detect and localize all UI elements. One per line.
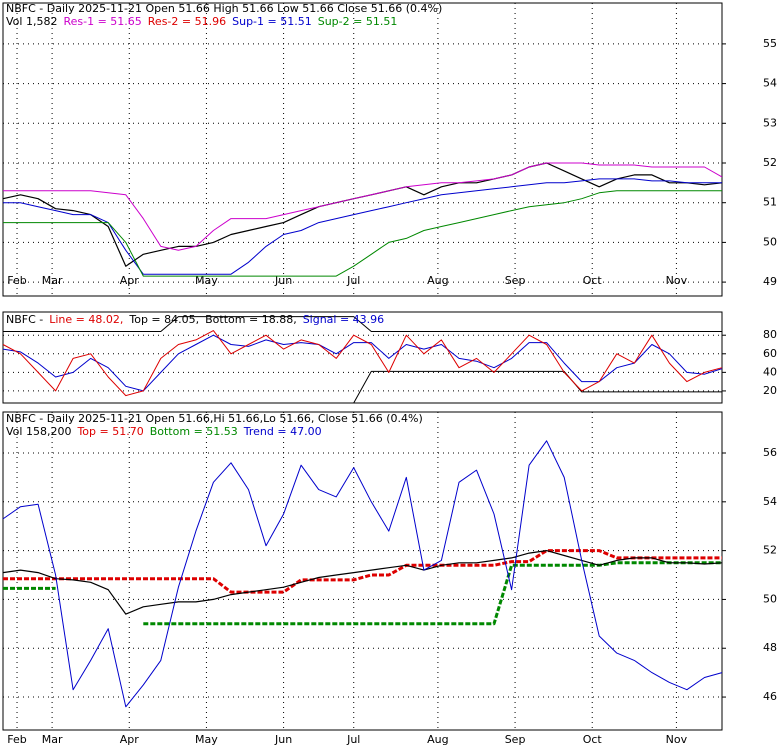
x-tick-label: Feb — [7, 274, 26, 287]
series-line — [3, 316, 722, 332]
header-item: NBFC - — [6, 313, 43, 326]
y-tick-label: 54 — [763, 495, 777, 508]
x-tick-label: Apr — [120, 274, 140, 287]
chart-title: NBFC - Daily 2025-11-21 Open 51.66,Hi 51… — [6, 412, 423, 425]
header-item: Top = 84.05, — [128, 313, 199, 326]
x-tick-label: Oct — [583, 274, 603, 287]
series-line — [3, 561, 722, 626]
header-item: Top = 51.70 — [76, 425, 143, 438]
x-tick-label: May — [195, 274, 218, 287]
y-tick-label: 53 — [763, 116, 777, 129]
y-tick-label: 55 — [763, 37, 777, 50]
x-tick-label: Jun — [274, 733, 292, 745]
y-tick-label: 51 — [763, 196, 777, 209]
y-tick-label: 54 — [763, 77, 777, 90]
header-item: Sup-2 = 51.51 — [318, 15, 398, 28]
y-tick-label: 52 — [763, 156, 777, 169]
header-item: Signal = 43.96 — [303, 313, 385, 326]
x-tick-label: Jul — [346, 733, 360, 745]
series-line — [3, 178, 722, 275]
x-tick-label: Sep — [505, 733, 526, 745]
chart-title: NBFC - Daily 2025-11-21 Open 51.66 High … — [6, 2, 442, 15]
y-tick-label: 56 — [763, 446, 777, 459]
series-line — [2, 334, 723, 392]
header-item: Trend = 47.00 — [243, 425, 322, 438]
y-tick-label: 50 — [763, 592, 777, 605]
x-tick-label: May — [195, 733, 218, 745]
series-line — [3, 370, 722, 404]
y-tick-label: 40 — [763, 365, 777, 378]
series-line — [2, 440, 723, 708]
header-item: Sup-1 = 51.51 — [232, 15, 312, 28]
header-item: Bottom = 18.88, — [205, 313, 297, 326]
x-tick-label: Apr — [120, 733, 140, 745]
x-tick-label: Jul — [346, 274, 360, 287]
x-tick-label: Mar — [42, 274, 63, 287]
header-item: Bottom = 51.53 — [150, 425, 238, 438]
x-tick-label: Sep — [505, 274, 526, 287]
y-tick-label: 80 — [763, 328, 777, 341]
x-tick-label: Oct — [583, 733, 603, 745]
series-line — [3, 549, 722, 594]
y-tick-label: 50 — [763, 235, 777, 248]
plot-frame — [2, 411, 723, 731]
x-tick-label: Aug — [427, 733, 448, 745]
header-item: Res-2 = 51.96 — [148, 15, 226, 28]
x-tick-label: Feb — [7, 733, 26, 745]
series-line — [2, 330, 723, 397]
header-item: Res-1 = 51.65 — [63, 15, 141, 28]
y-tick-label: 52 — [763, 544, 777, 557]
y-tick-label: 46 — [763, 690, 777, 703]
header-item: Vol 158,200 — [6, 425, 71, 438]
x-tick-label: Mar — [42, 733, 63, 745]
x-tick-label: Jun — [274, 274, 292, 287]
plot-frame — [2, 311, 723, 404]
header-item: Vol 1,582 — [6, 15, 57, 28]
header-line: NBFC - Line = 48.02, Top = 84.05, Bottom = … — [6, 313, 384, 326]
x-tick-label: Nov — [666, 733, 688, 745]
series-line — [3, 190, 722, 277]
series-line — [3, 162, 723, 251]
series-line — [2, 550, 723, 615]
header-line: Vol 158,200 Top = 51.70 Bottom = 51.53 Tren… — [6, 425, 322, 438]
y-tick-label: 48 — [763, 641, 777, 654]
x-tick-label: Nov — [666, 274, 688, 287]
header-item: Line = 48.02, — [49, 313, 123, 326]
y-tick-label: 60 — [763, 347, 777, 360]
header-line: Vol 1,582 Res-1 = 51.65 Res-2 = 51.96 Sup-1… — [6, 15, 397, 28]
y-tick-label: 20 — [763, 384, 777, 397]
plot-frame — [2, 2, 723, 297]
y-tick-label: 49 — [763, 275, 777, 288]
x-tick-label: Aug — [427, 274, 448, 287]
